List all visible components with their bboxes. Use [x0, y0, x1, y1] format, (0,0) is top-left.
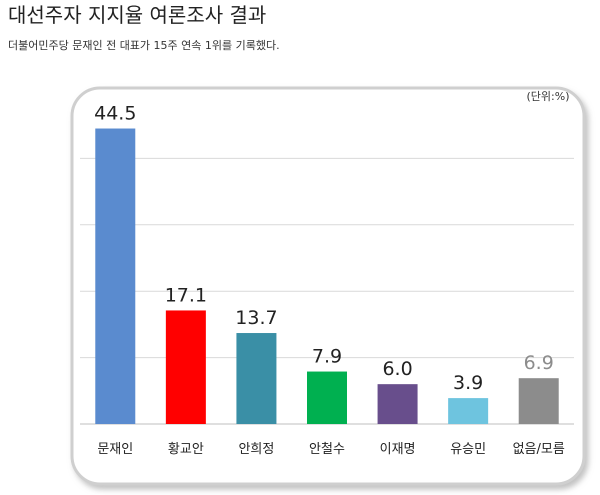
- value-label: 17.1: [165, 284, 207, 306]
- x-tick-label: 안희정: [238, 442, 274, 457]
- value-label: 3.9: [453, 372, 483, 394]
- bar: [307, 371, 347, 424]
- chart-title: 대선주자 지지율 여론조사 결과: [8, 3, 266, 27]
- bar: [448, 398, 489, 424]
- unit-label: (단위:%): [527, 90, 570, 103]
- value-label: 7.9: [312, 346, 342, 368]
- x-tick-label: 유승민: [450, 442, 486, 457]
- value-label: 6.9: [524, 352, 554, 374]
- x-tick-label: 문재인: [97, 442, 133, 457]
- x-tick-label: 없음/모름: [513, 442, 565, 457]
- value-label: 13.7: [235, 307, 277, 329]
- x-tick-label: 이재명: [380, 442, 416, 457]
- value-label: 44.5: [94, 103, 136, 125]
- bar: [95, 128, 136, 424]
- value-label: 6.0: [382, 358, 412, 380]
- chart-subtitle: 더불어민주당 문재인 전 대표가 15주 연속 1위를 기록했다.: [8, 39, 280, 52]
- bar: [165, 310, 206, 424]
- x-tick-label: 황교안: [168, 442, 204, 457]
- x-tick-label: 안철수: [309, 442, 345, 457]
- bar: [518, 378, 559, 424]
- bar: [236, 333, 277, 424]
- bar: [377, 384, 418, 424]
- chart-frame: [70, 86, 586, 486]
